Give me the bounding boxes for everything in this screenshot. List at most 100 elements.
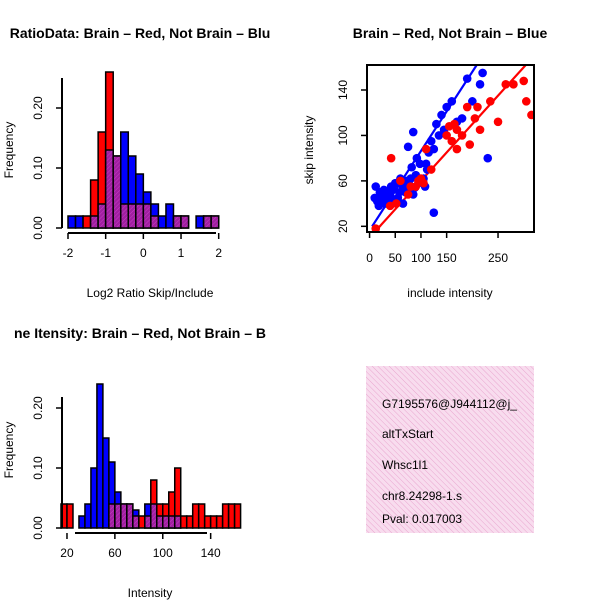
x-tick-label: 100	[153, 546, 173, 560]
brain-point	[371, 224, 381, 232]
not-brain-bar	[157, 215, 167, 229]
gene-name-text: Whsc1l1	[382, 458, 428, 472]
overlap-bar	[119, 203, 130, 229]
event-id-text: G7195576@J944112@j_	[382, 397, 517, 411]
brain-bar	[191, 503, 200, 529]
intensity-histogram: ne Itensity: Brain – Red, Not Brain – B …	[2, 325, 266, 600]
brain-point	[452, 144, 462, 154]
intensity-histogram-title: ne Itensity: Brain – Red, Not Brain – B	[14, 325, 266, 341]
brain-point	[403, 190, 413, 199]
y-tick-label: 0.10	[31, 456, 45, 480]
location-text: chr8.24298-1.s	[382, 489, 462, 503]
intensity-histogram-ylabel: Frequency	[2, 422, 16, 479]
not-brain-bar	[96, 383, 104, 529]
brain-bar	[221, 503, 230, 529]
brain-bar	[66, 503, 74, 529]
overlap-bar	[142, 203, 152, 229]
scatter-xlabel: include intensity	[407, 286, 492, 300]
x-tick-label: 60	[108, 546, 122, 560]
intensity-histogram-y-ticks: 0.00 0.10 0.20	[31, 396, 62, 540]
brain-bar	[209, 515, 218, 529]
overlap-bar	[89, 215, 99, 229]
overlap-bar	[132, 515, 140, 529]
x-tick-label: -2	[63, 246, 74, 260]
brain-point	[475, 125, 485, 135]
brain-point	[457, 131, 467, 140]
overlap-bar	[144, 515, 152, 529]
y-tick-label: 0.10	[31, 156, 45, 180]
overlap-bar	[172, 215, 182, 229]
overlap-bar	[127, 203, 137, 229]
brain-point	[521, 97, 531, 106]
overlap-bar	[150, 215, 160, 229]
scatter-ylabel: skip intensity	[302, 116, 316, 185]
not-brain-point	[429, 208, 439, 217]
overlap-bar	[108, 503, 116, 529]
x-tick-label: 140	[201, 546, 221, 560]
x-tick-label: 100	[411, 251, 431, 265]
not-brain-point	[426, 136, 436, 146]
not-brain-bar	[84, 503, 92, 529]
y-tick-label: 0.00	[31, 516, 45, 540]
brain-bar	[227, 503, 236, 529]
y-tick-label: 100	[336, 125, 350, 145]
not-brain-bar	[90, 467, 98, 529]
not-brain-point	[432, 119, 441, 129]
brain-point	[486, 97, 495, 106]
brain-bar	[233, 503, 242, 529]
overlap-bar	[162, 515, 170, 529]
x-tick-label: 1	[178, 246, 185, 260]
brain-point	[444, 122, 454, 131]
scatter-y-ticks: 20 60 100 140	[336, 80, 367, 233]
overlap-bar	[150, 503, 158, 529]
ratio-histogram-ylabel: Frequency	[2, 122, 16, 179]
not-brain-point	[434, 131, 444, 140]
brain-bar	[203, 515, 212, 529]
brain-point	[426, 165, 436, 174]
brain-bar	[185, 515, 194, 529]
not-brain-point	[475, 80, 485, 89]
intensity-histogram-bars	[60, 383, 242, 529]
not-brain-point	[437, 110, 446, 120]
brain-point	[462, 102, 472, 112]
y-tick-label: 0.20	[31, 96, 45, 120]
not-brain-bar	[67, 215, 77, 229]
brain-point	[473, 102, 482, 112]
not-brain-point	[388, 185, 397, 195]
ratio-histogram-x-ticks: -2 -1 0 1 2	[63, 233, 222, 260]
not-brain-bar	[78, 515, 86, 529]
x-tick-label: 0	[366, 251, 373, 265]
brain-bar	[179, 515, 188, 529]
info-panel-background	[366, 366, 534, 533]
overlap-bar	[168, 515, 176, 529]
brain-point	[386, 153, 396, 163]
x-tick-label: -1	[100, 246, 111, 260]
not-brain-point	[462, 74, 472, 83]
y-tick-label: 20	[336, 219, 350, 233]
not-brain-point	[483, 153, 493, 163]
x-tick-label: 150	[437, 251, 457, 265]
brain-point	[470, 114, 480, 123]
not-brain-point	[468, 97, 477, 106]
ratio-histogram-bars	[67, 71, 220, 229]
brain-point	[493, 117, 503, 127]
info-panel-clip: G7195576@J944112@j_ altTxStart Whsc1l1 c…	[382, 397, 517, 526]
ratio-histogram: RatioData: Brain – Red, Not Brain – Blu …	[2, 25, 270, 300]
not-brain-bar	[195, 215, 205, 229]
x-tick-label: 50	[389, 251, 403, 265]
brain-point	[527, 110, 534, 120]
brain-point	[421, 144, 431, 154]
scatter-x-ticks: 0 50 100 150 250	[366, 232, 508, 265]
brain-point	[419, 178, 428, 188]
y-tick-label: 140	[336, 80, 350, 100]
x-tick-label: 0	[140, 246, 147, 260]
not-brain-point	[398, 199, 408, 208]
not-brain-point	[457, 114, 467, 123]
x-tick-label: 20	[60, 546, 74, 560]
brain-bar	[215, 515, 224, 529]
y-tick-label: 60	[336, 174, 350, 188]
not-brain-bar	[102, 437, 110, 529]
brain-bar	[138, 515, 146, 529]
overlap-bar	[104, 149, 114, 229]
